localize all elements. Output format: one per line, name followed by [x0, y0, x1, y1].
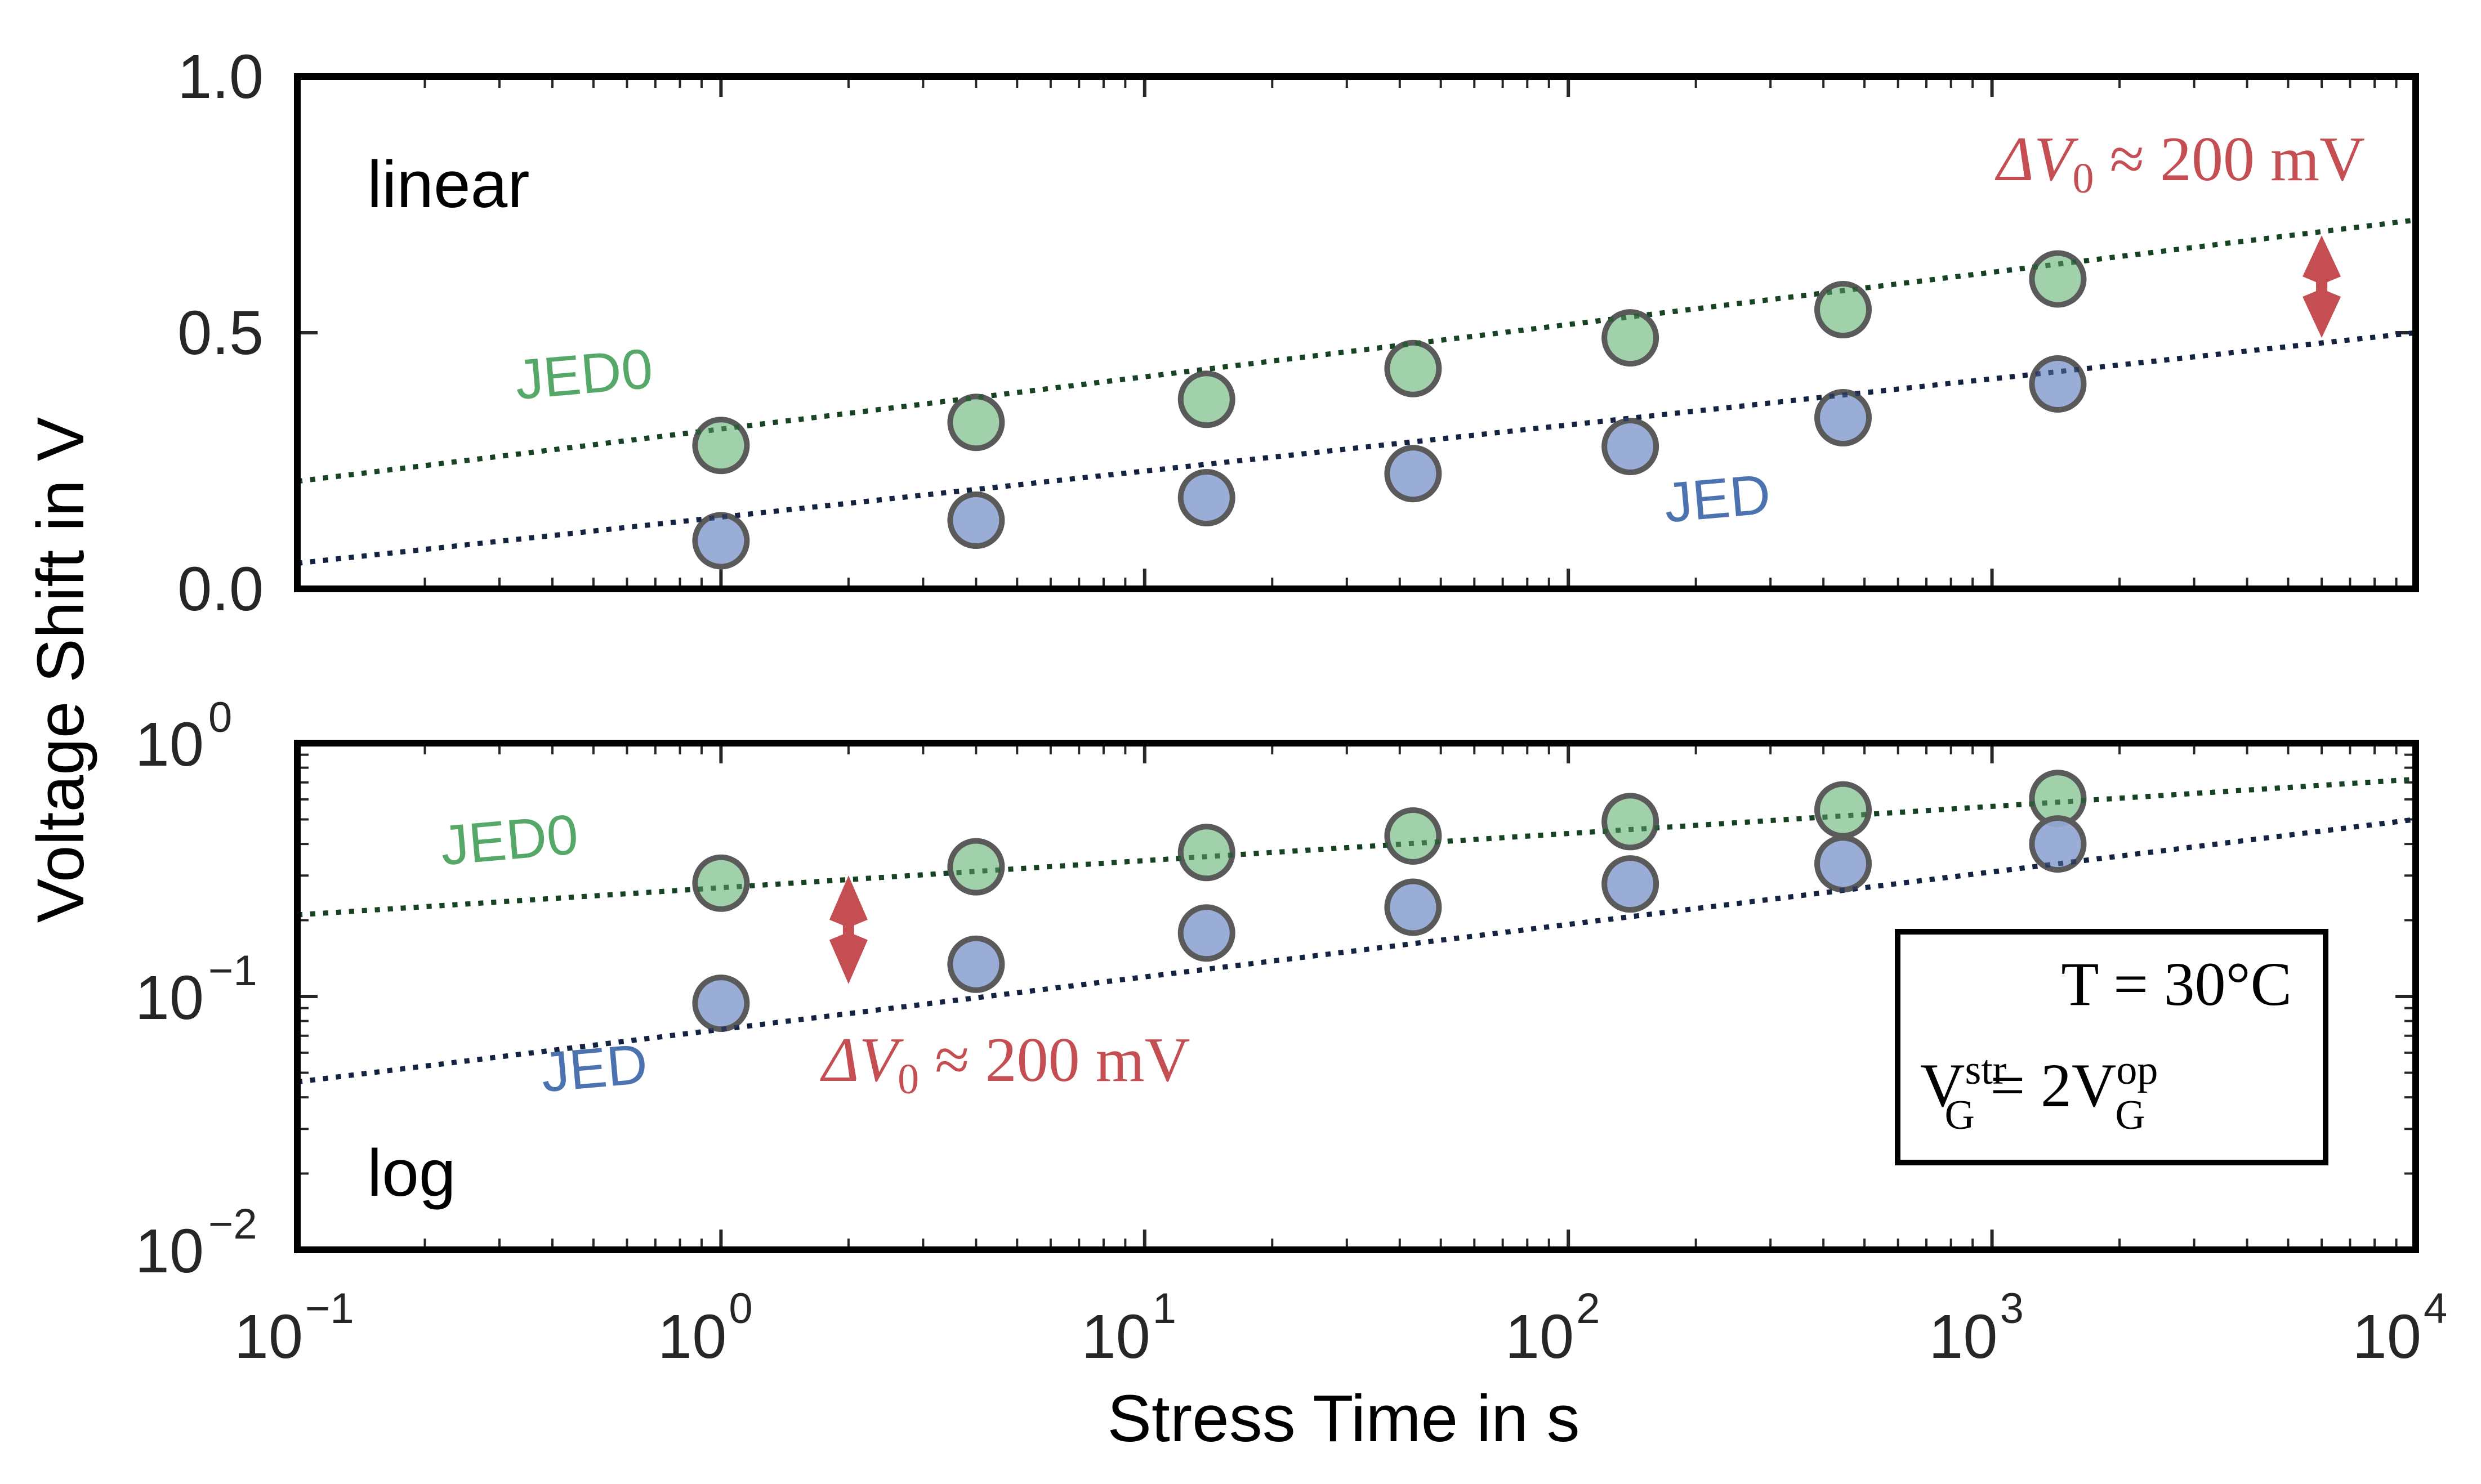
y-tick-label: 10: [135, 710, 204, 779]
data-point-jed0: [1601, 309, 1659, 367]
data-point-jed0: [947, 838, 1005, 896]
data-point-jed0: [1601, 793, 1659, 851]
fit-line-overlay: [297, 330, 2416, 566]
data-point-jed: [692, 975, 750, 1032]
y-tick-label: 10: [135, 1217, 204, 1286]
series-label-jed0: JED0: [512, 337, 655, 412]
y-tick-exponent: −2: [208, 1200, 257, 1248]
data-point-jed0: [692, 854, 750, 912]
series-label-jed: JED: [1662, 463, 1773, 535]
data-point-jed: [947, 935, 1005, 993]
conditions-box: [1895, 929, 2328, 1165]
x-tick-exponent: 4: [2424, 1285, 2447, 1333]
data-point-jed0: [1814, 281, 1872, 339]
fit-line-overlay: [297, 217, 2416, 484]
series-label-jed: JED: [538, 1032, 650, 1104]
x-tick-exponent: 2: [1576, 1285, 1600, 1333]
data-point-jed: [1177, 469, 1235, 527]
x-tick-label: 10: [2353, 1302, 2421, 1371]
x-tick-exponent: 1: [1153, 1285, 1176, 1333]
y-tick-label: 10: [135, 963, 204, 1032]
data-point-jed: [947, 491, 1005, 549]
fit-line-overlay: [297, 776, 2416, 918]
y-tick-label: 1.0: [177, 42, 264, 111]
fit-lines-overlay: [297, 217, 2416, 566]
data-point-jed0: [947, 394, 1005, 452]
data-point-jed: [2029, 355, 2087, 413]
data-point-jed: [1601, 855, 1659, 913]
double-arrow-icon: [2302, 235, 2341, 338]
y-axis-label: Voltage Shift in V: [24, 417, 98, 923]
data-point-jed: [2029, 815, 2087, 873]
series-label-jed0: JED0: [438, 803, 581, 878]
data-point-jed0: [1814, 781, 1872, 839]
y-tick-label: 0.5: [177, 298, 264, 368]
x-tick-exponent: 0: [729, 1285, 752, 1333]
bottom-panel-log: 10 −210 −110 010 −1 10 0 10 1 10 2 10 3 10 4JED0JEDlog…: [135, 694, 2448, 1371]
data-point-jed0: [2029, 250, 2087, 308]
x-tick-exponent: −1: [305, 1285, 354, 1333]
data-point-jed: [1601, 418, 1659, 476]
delta-v0-annotation: ΔV0 ≈ 200 mV: [820, 1025, 1190, 1103]
x-tick-exponent: 3: [2000, 1285, 2024, 1333]
fit-lines-overlay: [297, 776, 2416, 1085]
x-tick-label: 10: [658, 1302, 726, 1371]
panel-label: linear: [367, 147, 530, 222]
y-tick-label: 0.0: [177, 555, 264, 624]
plot-frame: [294, 73, 2419, 592]
data-point-jed: [1384, 878, 1442, 936]
fit-line-overlay: [297, 816, 2416, 1085]
data-point-jed: [1814, 835, 1872, 893]
x-tick-label: 10: [234, 1302, 303, 1371]
plot-frame: [294, 740, 2419, 1253]
y-tick-exponent: 0: [208, 694, 232, 741]
temperature-label: T = 30°C: [2061, 950, 2292, 1018]
data-point-jed0: [1177, 824, 1235, 882]
x-tick-label: 10: [1081, 1302, 1150, 1371]
y-tick-exponent: −1: [208, 947, 257, 995]
x-tick-label: 10: [1505, 1302, 1574, 1371]
x-axis-label: Stress Time in s: [1107, 1382, 1579, 1456]
data-point-jed: [692, 512, 750, 570]
stress-voltage-label: Vstr G = 2Vop G: [1920, 1047, 2158, 1138]
top-panel-linear: 0.0 0.5 1.0 JED0 JED linear ΔV0 ≈ 200 mV: [177, 42, 2419, 624]
data-point-jed: [1814, 389, 1872, 447]
x-tick-label: 10: [1929, 1302, 1997, 1371]
data-point-jed: [1384, 445, 1442, 503]
data-point-jed0: [1384, 339, 1442, 397]
data-point-jed: [1177, 904, 1235, 962]
data-point-jed0: [692, 417, 750, 475]
data-point-jed0: [1384, 807, 1442, 865]
panel-label: log: [367, 1136, 456, 1210]
double-arrow-icon: [829, 875, 868, 984]
data-point-jed0: [1177, 370, 1235, 428]
delta-v0-annotation: ΔV0 ≈ 200 mV: [1994, 124, 2365, 202]
